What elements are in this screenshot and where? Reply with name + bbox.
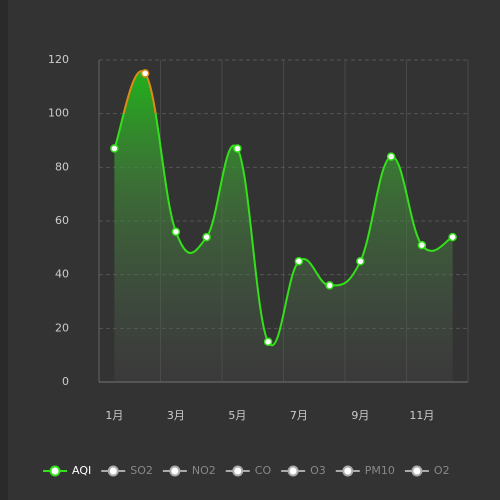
y-tick-label: 120 (48, 53, 69, 66)
point (171, 227, 181, 236)
point (202, 232, 211, 242)
legend-label: CO (255, 464, 272, 477)
point (233, 144, 242, 153)
legend-icon-dot (107, 465, 119, 477)
legend-icon-dot (342, 465, 354, 477)
point (294, 257, 304, 266)
legend-icon-dot (169, 465, 181, 477)
point (263, 337, 273, 346)
y-tick-label: 0 (62, 375, 69, 388)
point (140, 69, 150, 78)
legend-icon-dot (232, 465, 244, 477)
side-strip (0, 0, 8, 500)
legend-icon-dot (411, 465, 423, 477)
y-tick-label: 60 (55, 214, 69, 227)
legend-label: PM10 (365, 464, 395, 477)
x-tick-label: 1月 (105, 409, 123, 422)
area (114, 71, 453, 382)
point (417, 240, 427, 250)
y-tick-label: 80 (55, 160, 69, 173)
point (448, 232, 457, 242)
x-tick-label: 11月 (409, 409, 434, 422)
y-tick-label: 20 (55, 321, 69, 334)
point (356, 257, 365, 266)
point (325, 281, 334, 290)
x-tick-label: 5月 (228, 409, 246, 422)
legend-label: O3 (310, 464, 326, 477)
x-tick-label: 9月 (351, 409, 369, 422)
x-tick-label: 7月 (290, 409, 308, 422)
y-tick-label: 40 (55, 268, 69, 281)
legend-icon-dot (49, 465, 61, 477)
point (386, 152, 396, 161)
legend-label: NO2 (192, 464, 216, 477)
legend-label: SO2 (130, 464, 153, 477)
point (110, 144, 119, 153)
x-tick-label: 3月 (167, 409, 185, 422)
y-tick-label: 100 (48, 107, 69, 120)
legend-label: AQI (72, 464, 91, 477)
legend-label: O2 (434, 464, 450, 477)
legend-icon-dot (287, 465, 299, 477)
